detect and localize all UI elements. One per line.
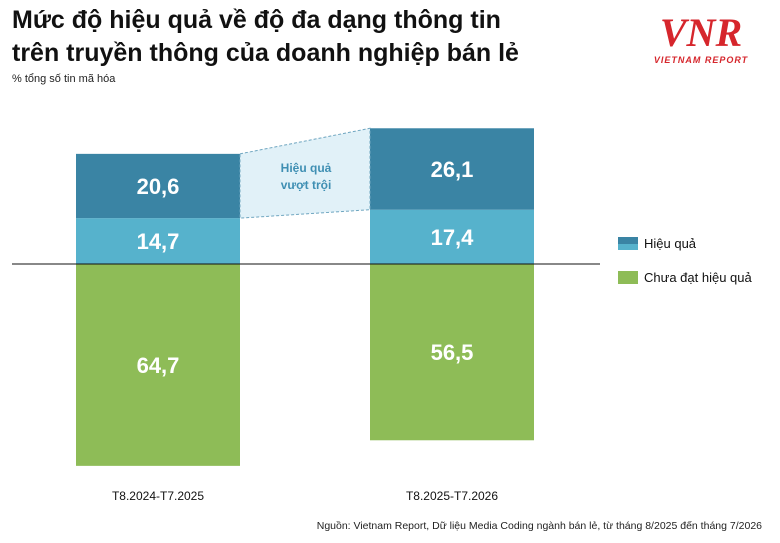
legend-swatch-hieu-qua xyxy=(618,237,638,250)
chart-title: Mức độ hiệu quả về độ đa dạng thông tin … xyxy=(12,4,612,70)
legend-item-hieu-qua: Hiệu quả xyxy=(618,236,696,251)
legend-label-hieu-qua: Hiệu quả xyxy=(644,236,697,251)
bar-segment-0-0 xyxy=(76,153,240,219)
data-label-0-1: 26,1 xyxy=(431,157,474,182)
data-label-1-0: 14,7 xyxy=(137,229,180,254)
logo-letters: VNR xyxy=(660,10,742,55)
category-label-0: T8.2024-T7.2025 xyxy=(112,489,204,503)
bar-segment-1-0 xyxy=(76,218,240,264)
bar-segment-1-1 xyxy=(370,209,534,264)
annotation-line-2: vượt trội xyxy=(281,178,332,192)
legend-item-chua-dat-hieu-qua: Chưa đạt hiệu quả xyxy=(618,270,752,285)
bars-layer xyxy=(76,128,534,466)
data-label-2-1: 56,5 xyxy=(431,340,474,365)
bar-segment-0-1 xyxy=(370,128,534,210)
legend-label-chua-dat-hieu-qua: Chưa đạt hiệu quả xyxy=(644,270,752,285)
annotation-band-shape xyxy=(239,127,371,219)
data-label-1-1: 17,4 xyxy=(431,225,475,250)
labels-layer: 14,7 20,6 64,7 T8.2024-T7.2025 17,4 26,1 56,5 T… xyxy=(112,157,498,503)
bar-segment-2-0 xyxy=(76,264,240,466)
legend-swatch-chua-dat-hieu-qua xyxy=(618,271,638,284)
chart-title-line-2: trên truyền thông của doanh nghiệp bán l… xyxy=(12,39,519,67)
annotation-line-1: Hiệu quả xyxy=(281,161,332,175)
data-label-2-0: 64,7 xyxy=(137,353,180,378)
data-label-0-0: 20,6 xyxy=(137,174,180,199)
chart-title-line-1: Mức độ hiệu quả về độ đa dạng thông tin xyxy=(12,6,501,34)
source-note: Nguồn: Vietnam Report, Dữ liệu Media Cod… xyxy=(316,520,762,532)
logo-tagline: VIETNAM REPORT xyxy=(654,55,749,65)
chart-subtitle: % tổng số tin mã hóa xyxy=(12,73,116,85)
vietnam-report-logo: VNR VIETNAM REPORT xyxy=(654,10,749,65)
annotation-band: Hiệu quả vượt trội xyxy=(239,127,371,219)
bar-segment-2-1 xyxy=(370,264,534,441)
category-label-1: T8.2025-T7.2026 xyxy=(406,489,498,503)
